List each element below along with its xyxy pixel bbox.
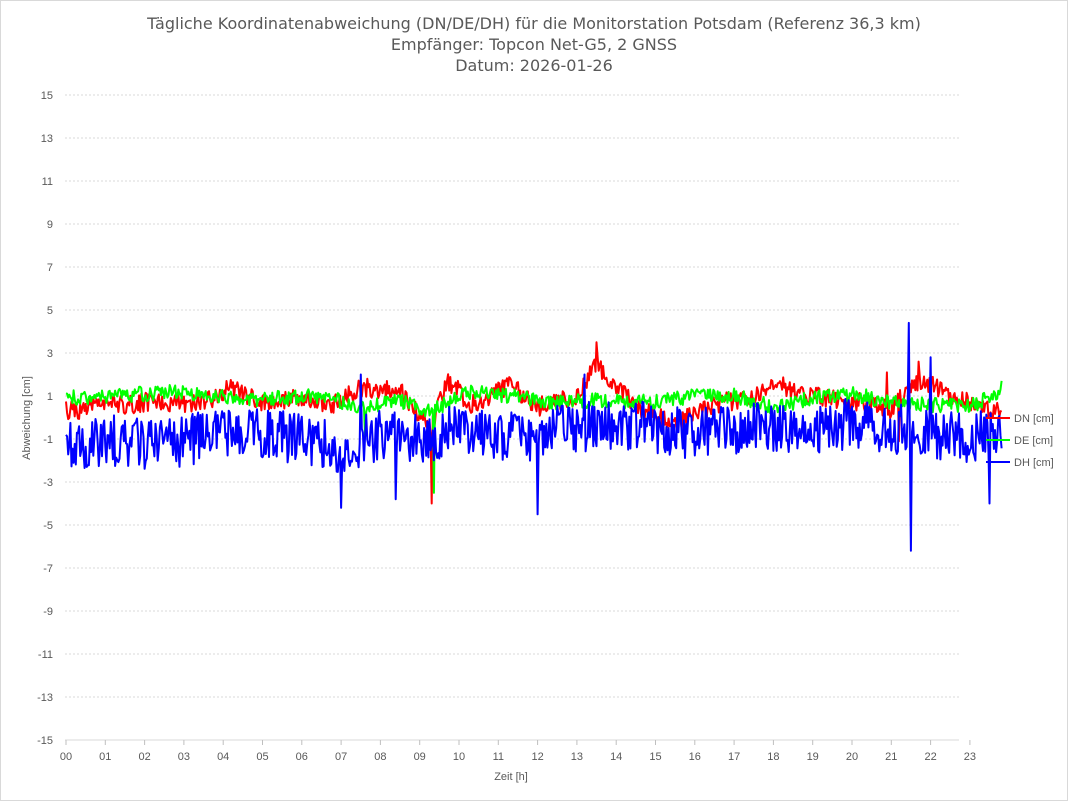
x-tick-label: 22 bbox=[924, 751, 936, 763]
legend: DN [cm] DE [cm] DH [cm] bbox=[986, 413, 1054, 469]
x-tick-label: 16 bbox=[689, 751, 701, 763]
x-tick-label: 15 bbox=[649, 751, 661, 763]
x-tick-label: 03 bbox=[178, 751, 190, 763]
legend-label-de: DE [cm] bbox=[1014, 435, 1053, 447]
y-tick-label: -11 bbox=[38, 649, 53, 661]
chart-title: Tägliche Koordinatenabweichung (DN/DE/DH… bbox=[146, 14, 921, 75]
legend-label-dn: DN [cm] bbox=[1014, 413, 1054, 425]
y-tick-label: 15 bbox=[41, 90, 53, 102]
y-tick-label: -13 bbox=[37, 692, 53, 704]
series-line-dh bbox=[65, 321, 1003, 552]
chart-title-line-2: Empfänger: Topcon Net-G5, 2 GNSS bbox=[391, 35, 677, 54]
x-tick-label: 23 bbox=[964, 751, 976, 763]
x-tick-label: 06 bbox=[296, 751, 308, 763]
y-tick-label: 11 bbox=[42, 176, 53, 188]
x-tick-label: 01 bbox=[99, 751, 111, 763]
y-axis-ticks: 15 13 11 9 7 5 3 1 -1 -3 -5 -7 -9 -11 -13 -15 bbox=[37, 90, 53, 747]
y-tick-label: -15 bbox=[37, 735, 53, 747]
x-tick-label: 13 bbox=[571, 751, 583, 763]
x-tick-label: 17 bbox=[728, 751, 740, 763]
y-tick-label: -3 bbox=[43, 477, 53, 489]
x-axis-ticks: 00 01 02 03 04 05 06 07 08 09 10 11 12 13 14 15 16 17 18 19… bbox=[60, 740, 976, 763]
plot-area bbox=[65, 321, 1003, 552]
y-tick-label: 9 bbox=[47, 219, 53, 231]
x-tick-label: 11 bbox=[493, 751, 504, 763]
x-tick-label: 05 bbox=[256, 751, 268, 763]
x-tick-label: 18 bbox=[767, 751, 779, 763]
x-tick-label: 09 bbox=[414, 751, 426, 763]
y-tick-label: -5 bbox=[43, 520, 53, 532]
y-axis-label: Abweichung [cm] bbox=[21, 376, 33, 460]
chart-title-line-3: Datum: 2026-01-26 bbox=[455, 56, 613, 75]
y-tick-label: 1 bbox=[47, 391, 53, 403]
x-tick-label: 14 bbox=[610, 751, 622, 763]
series-line-de bbox=[65, 380, 1003, 494]
x-tick-label: 12 bbox=[531, 751, 543, 763]
x-axis-label: Zeit [h] bbox=[494, 771, 528, 783]
x-tick-label: 20 bbox=[846, 751, 858, 763]
x-tick-label: 08 bbox=[374, 751, 386, 763]
x-tick-label: 02 bbox=[138, 751, 150, 763]
y-tick-label: 7 bbox=[47, 262, 53, 274]
y-tick-label: -1 bbox=[43, 434, 53, 446]
x-tick-label: 21 bbox=[885, 751, 897, 763]
y-tick-label: 3 bbox=[47, 348, 53, 360]
y-tick-label: 5 bbox=[47, 305, 53, 317]
y-tick-label: -7 bbox=[43, 563, 53, 575]
x-tick-label: 04 bbox=[217, 751, 229, 763]
y-tick-label: -9 bbox=[43, 606, 53, 618]
x-tick-label: 07 bbox=[335, 751, 347, 763]
x-tick-label: 19 bbox=[807, 751, 819, 763]
chart-title-line-1: Tägliche Koordinatenabweichung (DN/DE/DH… bbox=[146, 14, 921, 33]
x-tick-label: 00 bbox=[60, 751, 72, 763]
legend-label-dh: DH [cm] bbox=[1014, 457, 1054, 469]
y-tick-label: 13 bbox=[41, 133, 53, 145]
x-tick-label: 10 bbox=[453, 751, 465, 763]
